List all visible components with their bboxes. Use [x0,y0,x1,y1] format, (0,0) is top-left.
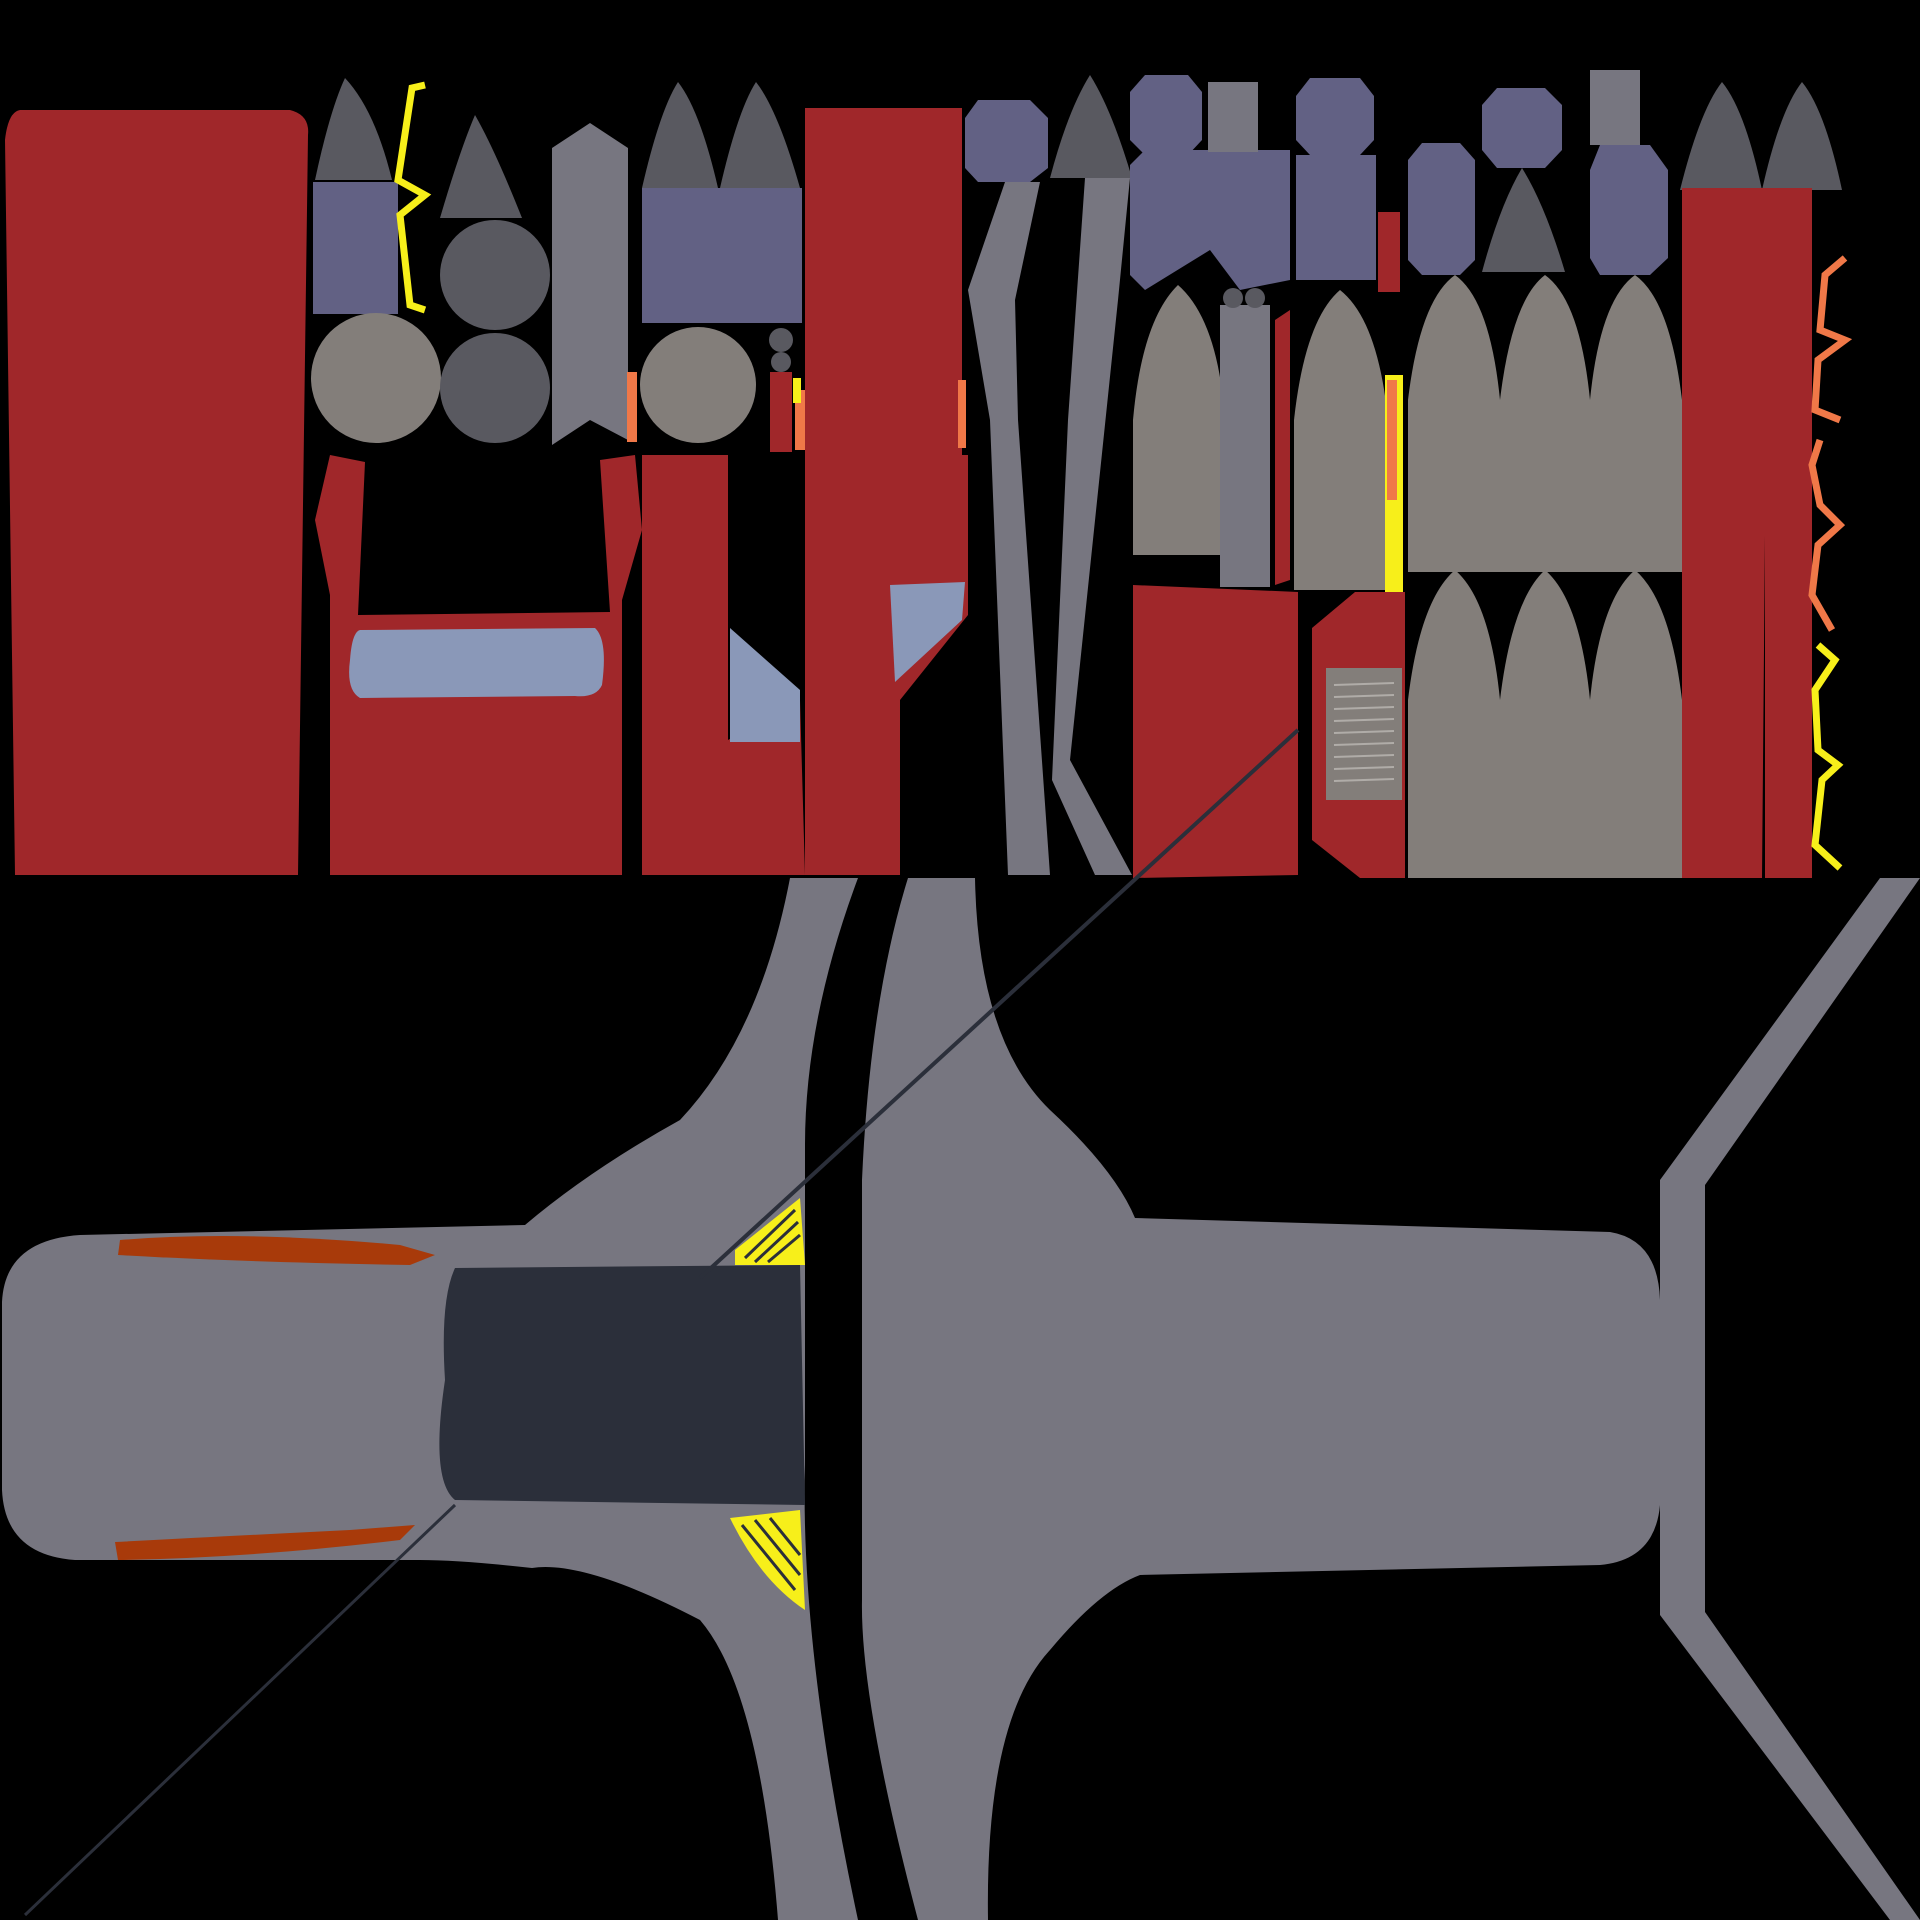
nose-cone-8 [1762,82,1842,190]
yellow-marker-1 [793,378,801,403]
red-center-panel [805,108,968,875]
red-fender-mid [642,455,805,875]
slate-block-2 [642,188,802,323]
orange-bracket-1 [1811,255,1853,424]
diagonal-line-1 [698,728,1300,1280]
red-body-panel-right [1682,188,1812,878]
gray-chassis-left [2,878,858,1920]
slate-block-3 [1130,150,1290,290]
yellow-hazard-top [735,1198,805,1265]
gray-square-2 [1590,70,1640,145]
orange-marker-4 [1387,380,1397,500]
upper-panels [5,70,1853,878]
dark-circle-1 [440,220,550,330]
orange-bracket-2 [1808,438,1846,632]
slate-octagon-2 [1130,75,1202,155]
nose-cone-6 [1482,168,1565,272]
red-body-panel-left [5,110,309,875]
grille-lines [1333,682,1395,782]
nose-cone-2 [440,115,522,218]
gray-chevron-frame [1660,878,1920,1920]
small-gray-dot-4 [1245,288,1265,308]
nose-cone-1 [315,78,392,180]
gray-strip-2 [1220,305,1270,587]
bullet-5 [1590,275,1682,572]
nose-cone-4 [720,82,800,188]
slate-block-1 [313,182,398,314]
dark-circle-2 [440,333,550,443]
bullet-4 [1500,275,1590,572]
lower-panels [2,728,1920,1920]
red-box-1 [1133,585,1298,878]
red-small-block [770,372,792,452]
wheel-circle-2 [640,327,756,443]
slate-octagon-4 [1408,143,1475,275]
bullet-8 [1590,570,1682,878]
red-tab-1 [1378,212,1400,292]
orange-marker-3 [958,380,966,448]
orange-marker-1 [627,372,637,442]
hazard-stripes-top [743,1208,801,1264]
gray-grille [1326,668,1402,800]
nose-cone-5 [1050,75,1132,178]
gray-strut-1 [968,182,1050,875]
small-gray-dot-2 [771,352,791,372]
window-light-blue-2 [730,628,800,742]
wheel-circle-1 [311,313,441,443]
yellow-bracket-2 [1811,642,1844,871]
bullet-3 [1408,275,1500,572]
gray-strut-2 [1052,178,1132,875]
navy-cockpit [439,1265,805,1505]
bullet-6 [1408,570,1500,878]
slate-octagon-5 [1482,88,1562,168]
nose-cone-3 [642,82,718,188]
window-light-blue-3 [890,582,965,682]
yellow-bracket-1 [394,81,432,314]
slate-block-4 [1296,155,1376,280]
slate-octagon-1 [965,100,1048,182]
hazard-stripes-bottom [740,1517,802,1591]
gray-square-1 [1208,82,1258,152]
small-gray-dot-3 [1223,288,1243,308]
nose-cone-7 [1680,82,1762,190]
bullet-7 [1500,570,1590,878]
rust-streak-bottom [115,1525,415,1560]
slate-octagon-3 [1296,78,1374,155]
gray-chassis-right [861,878,1660,1920]
gray-pylon [552,123,628,445]
rust-streak-top [118,1236,435,1265]
slate-octagon-6 [1590,145,1668,275]
orange-marker-2 [795,390,805,450]
red-sliver-1 [1275,310,1290,585]
bullet-2 [1294,290,1388,590]
window-light-blue-1 [349,628,604,698]
diagonal-line-2 [23,1503,457,1917]
bullet-1 [1133,285,1225,555]
small-gray-dot-1 [769,328,793,352]
